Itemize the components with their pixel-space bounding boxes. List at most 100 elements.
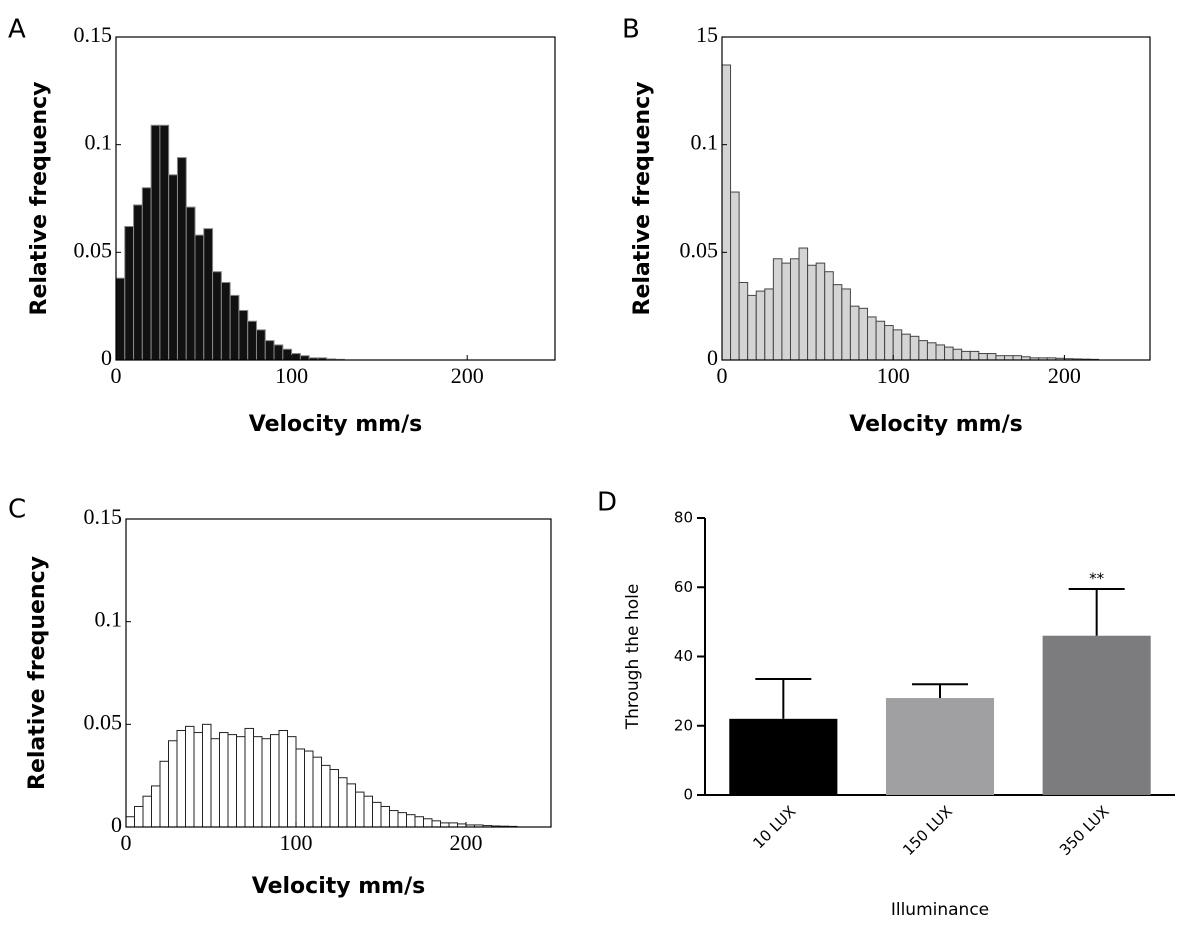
bar [227,734,237,828]
panel-label: B [622,15,640,45]
bar [304,750,314,828]
bar [151,785,161,828]
bar [995,355,1005,361]
bar [124,225,135,361]
bar [926,342,937,361]
bar [944,346,954,361]
bar [270,734,280,828]
bar [142,795,152,828]
bar [185,725,195,828]
bar [1012,355,1023,361]
x-tick-label: 200 [450,830,483,855]
bar [244,727,254,828]
bar [389,810,399,828]
plot-frame [721,36,1151,361]
bar [150,124,161,361]
bar [729,718,838,795]
bar [159,124,170,361]
bar [321,764,331,828]
bar [312,756,322,828]
plot-frame [125,518,552,828]
y-tick-label: 40 [674,647,693,665]
bar [397,812,407,828]
bar [986,353,997,361]
bar [730,191,740,361]
y-axis-label: Through the hole [623,584,643,731]
bar [414,816,424,828]
panel-label: A [8,15,26,45]
bar [372,801,382,828]
bar [141,187,152,361]
bar [220,281,231,361]
bar [273,344,284,361]
bar [193,732,203,828]
bar [918,340,928,361]
bar [176,157,187,361]
bar [168,740,178,828]
bar [738,281,749,361]
bar [247,320,257,361]
bar [295,748,305,828]
y-tick-label: 0 [111,812,122,837]
bar [875,320,886,361]
bar [229,294,240,361]
bar [721,64,732,361]
y-tick-label: 0.05 [74,237,113,262]
y-tick-label: 0 [707,345,718,370]
x-tick-label: 100 [877,363,910,388]
bar [772,258,783,361]
bar [253,736,263,828]
bar [278,729,288,828]
x-axis-label: Velocity mm/s [252,874,425,899]
bar [1003,355,1014,361]
bar [747,294,757,361]
bar [203,228,214,361]
bar [194,234,205,361]
y-tick-label: 0 [101,345,112,370]
bar [380,805,390,828]
bar [764,288,774,361]
bar [884,325,894,361]
bar [885,698,995,795]
y-tick-label: 0.1 [95,607,123,632]
y-axis-label: Relative frequency [25,556,50,790]
bar [431,820,441,828]
bar [185,206,196,361]
plot-frame [115,36,556,361]
bar [832,284,843,361]
bar [909,335,920,361]
bar [892,329,903,361]
bar [867,316,877,361]
y-tick-label: 20 [674,716,693,734]
bar [363,795,373,828]
bar [236,736,246,828]
bar [291,353,301,361]
bar [781,262,791,361]
bar [952,348,963,361]
bar [125,816,135,828]
y-tick-label: 0.05 [84,709,123,734]
y-tick-label: 0.05 [680,237,719,262]
bar [176,729,186,828]
x-axis-label: Illuminance [891,900,989,920]
bar [841,288,851,361]
x-tick-label: 100 [280,830,313,855]
bar [287,736,297,828]
bar [935,344,946,361]
x-tick-label: 200 [451,363,484,388]
bar [440,822,450,828]
x-tick-label: 150 LUX [899,802,956,859]
bar [815,262,826,361]
x-tick-label: 350 LUX [1056,802,1113,859]
bar [858,307,869,361]
x-tick-label: 0 [111,363,122,388]
bar [255,329,266,361]
bar [406,814,416,828]
bar [261,738,271,828]
y-tick-label: 60 [674,578,693,596]
bar [798,247,809,361]
x-axis-label: Velocity mm/s [249,412,422,437]
bar [264,340,275,361]
bar [355,791,365,828]
